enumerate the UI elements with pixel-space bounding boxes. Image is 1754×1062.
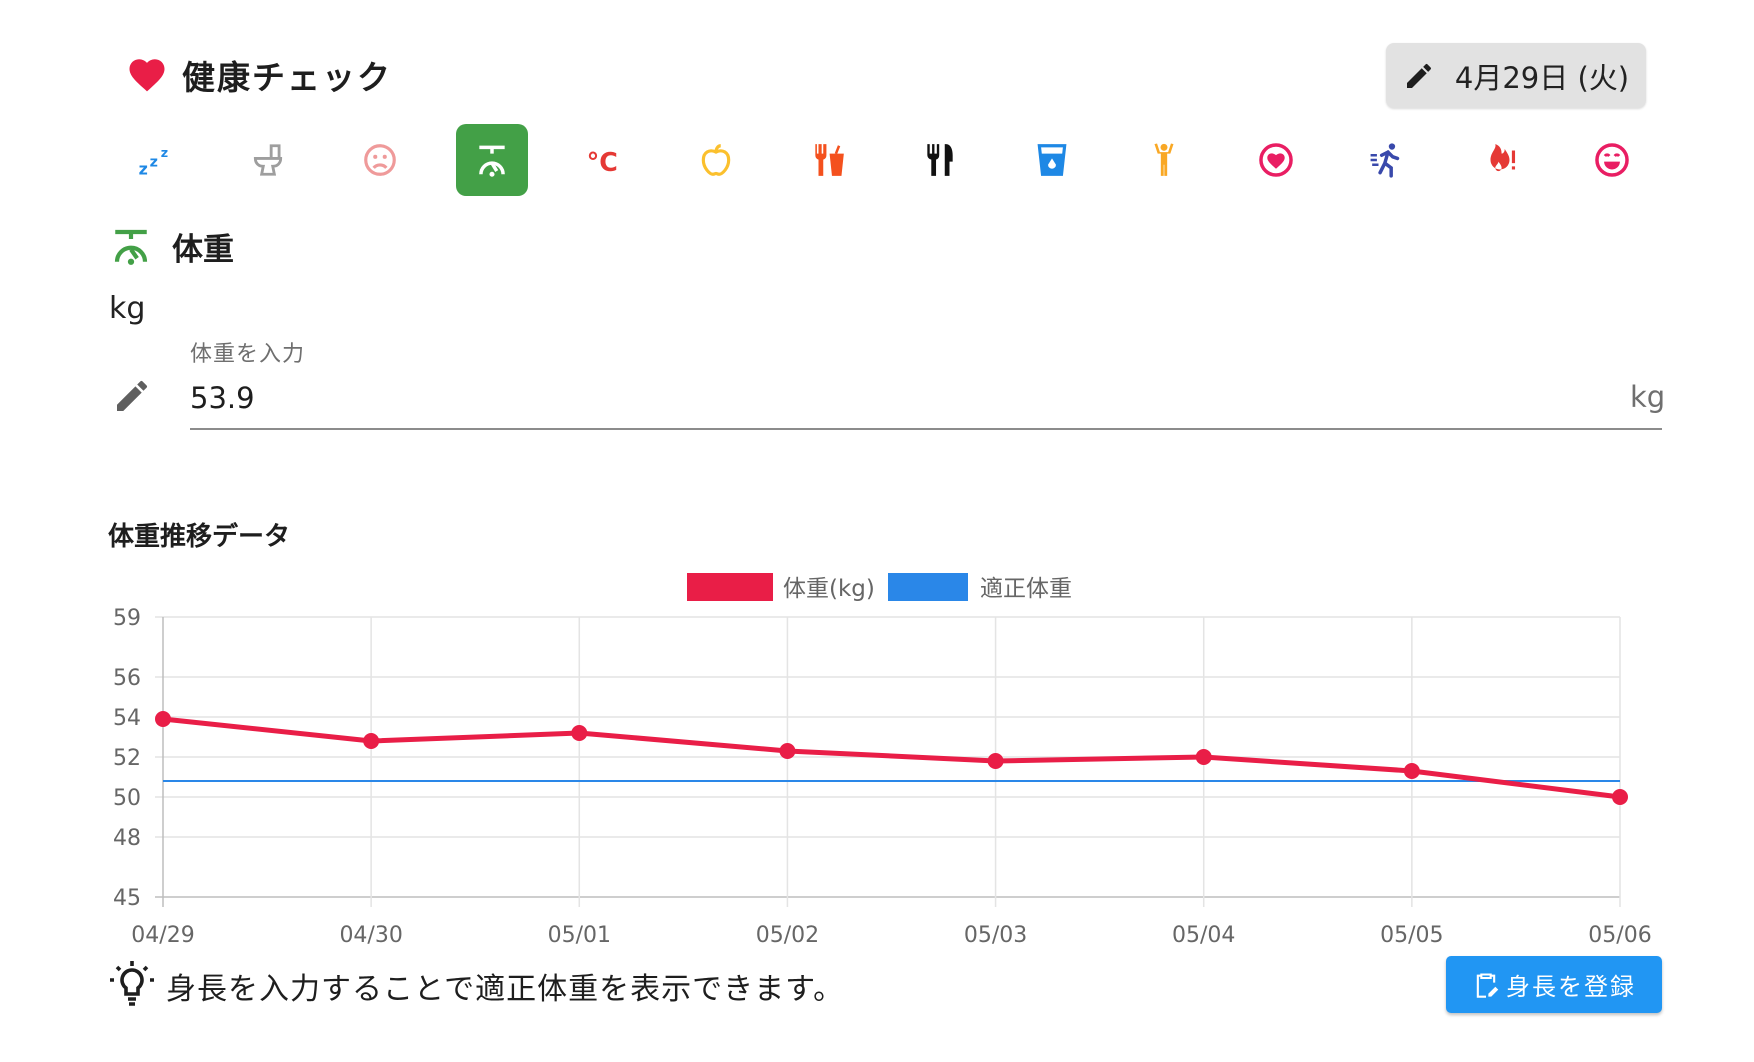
app-header: 健康チェック 4月29日 (火) (0, 0, 1754, 120)
water-cup-icon (1037, 144, 1067, 176)
weight-point (571, 725, 588, 741)
tab-weight[interactable] (456, 124, 528, 196)
apple-icon (701, 144, 731, 176)
tab-mood[interactable] (344, 124, 416, 196)
weight-trend-chart: 体重(kg) 適正体重 59 56 54 52 50 48 45 04/29 04/30 05/0… (113, 573, 1652, 945)
legend-label-ideal: 適正体重 (980, 576, 1072, 602)
fast-food-icon (813, 144, 844, 176)
svg-text:z: z (139, 159, 148, 178)
x-tick-label: 05/01 (548, 923, 611, 945)
weight-point (779, 743, 796, 759)
tab-sleep[interactable]: z z z (120, 124, 192, 196)
fire-alert-icon (1490, 144, 1516, 172)
x-tick-label: 05/02 (756, 923, 819, 945)
date-label: 4月29日 (火) (1454, 60, 1630, 95)
tab-temperature[interactable]: °C (568, 124, 640, 196)
weight-line (162, 716, 1621, 800)
heart-icon (129, 59, 165, 92)
tab-stretch[interactable] (1128, 124, 1200, 196)
tab-exercise[interactable] (1352, 124, 1424, 196)
weight-input-suffix: kg (1630, 380, 1666, 414)
pencil-icon (117, 380, 148, 411)
y-tick-label: 50 (113, 786, 141, 811)
chart-legend: 体重(kg) 適正体重 (687, 573, 1072, 602)
category-tabs: z z z °C (120, 124, 1654, 196)
tab-toilet[interactable] (232, 124, 304, 196)
tab-calories[interactable] (1464, 124, 1536, 196)
title-row: 健康チェック (124, 48, 392, 102)
svg-text:°C: °C (587, 147, 618, 177)
legend-swatch-ideal (888, 573, 968, 601)
section-title: 体重 (172, 231, 234, 268)
chart-heading: 体重推移データ (108, 522, 291, 552)
weight-input[interactable] (190, 372, 1610, 424)
y-tick-label: 59 (113, 606, 141, 631)
toilet-icon (253, 144, 283, 176)
weight-point (155, 711, 171, 727)
run-icon (1370, 143, 1400, 178)
x-grid (162, 617, 1621, 907)
app-title: 健康チェック (182, 58, 392, 97)
legend-label-weight: 体重(kg) (783, 576, 875, 602)
y-tick-label: 45 (113, 886, 141, 911)
tab-water[interactable] (1016, 124, 1088, 196)
pencil-icon (1406, 63, 1431, 88)
svg-text:z: z (150, 154, 158, 170)
emoticon-happy-icon (1595, 143, 1629, 177)
x-tick-label: 04/29 (131, 923, 194, 945)
tab-snack[interactable] (792, 124, 864, 196)
chart-series (155, 711, 1628, 805)
weight-point (1195, 749, 1212, 765)
register-height-button[interactable]: 身長を登録 (1446, 956, 1662, 1013)
unit-label: kg (109, 291, 146, 326)
y-tick-label: 54 (113, 706, 141, 731)
human-stretch-icon (1154, 143, 1174, 176)
weight-point (363, 733, 380, 749)
heart-circle-icon (1259, 143, 1293, 177)
weight-point (1612, 789, 1628, 805)
x-tick-label: 05/06 (1588, 923, 1651, 945)
x-tick-labels: 04/29 04/30 05/01 05/02 05/03 05/04 05/05 05/06 (131, 923, 1651, 945)
x-tick-label: 05/03 (964, 923, 1027, 945)
face-sad-icon (364, 144, 396, 176)
lightbulb-icon (110, 961, 154, 1006)
tab-heart[interactable] (1240, 124, 1312, 196)
weight-scale-icon (479, 145, 505, 177)
legend-swatch-weight (687, 573, 773, 601)
sleep-zzz-icon: z z z (139, 145, 169, 178)
temperature-celsius-icon: °C (587, 147, 618, 177)
section-header: 体重 (108, 222, 234, 270)
x-tick-label: 05/04 (1172, 923, 1235, 945)
tab-happy[interactable] (1576, 124, 1648, 196)
weight-point (987, 753, 1004, 769)
register-height-label: 身長を登録 (1506, 973, 1636, 1001)
weight-input-label: 体重を入力 (190, 342, 306, 367)
y-tick-label: 56 (113, 666, 141, 691)
tab-meal[interactable] (904, 124, 976, 196)
silverware-icon (927, 144, 953, 176)
svg-text:z: z (161, 145, 168, 160)
date-picker-button[interactable]: 4月29日 (火) (1386, 43, 1646, 108)
weight-point (1403, 763, 1420, 779)
weight-scale-icon (114, 229, 148, 265)
y-tick-label: 48 (113, 826, 141, 851)
tip-text: 身長を入力することで適正体重を表示できます。 (166, 972, 845, 1007)
x-tick-label: 05/05 (1380, 923, 1443, 945)
x-tick-label: 04/30 (339, 923, 402, 945)
input-underline (190, 428, 1662, 430)
tab-fruit[interactable] (680, 124, 752, 196)
y-tick-labels: 59 56 54 52 50 48 45 (113, 606, 141, 911)
clipboard-edit-icon (1476, 972, 1499, 998)
y-grid (155, 616, 1620, 898)
y-tick-label: 52 (113, 746, 141, 771)
